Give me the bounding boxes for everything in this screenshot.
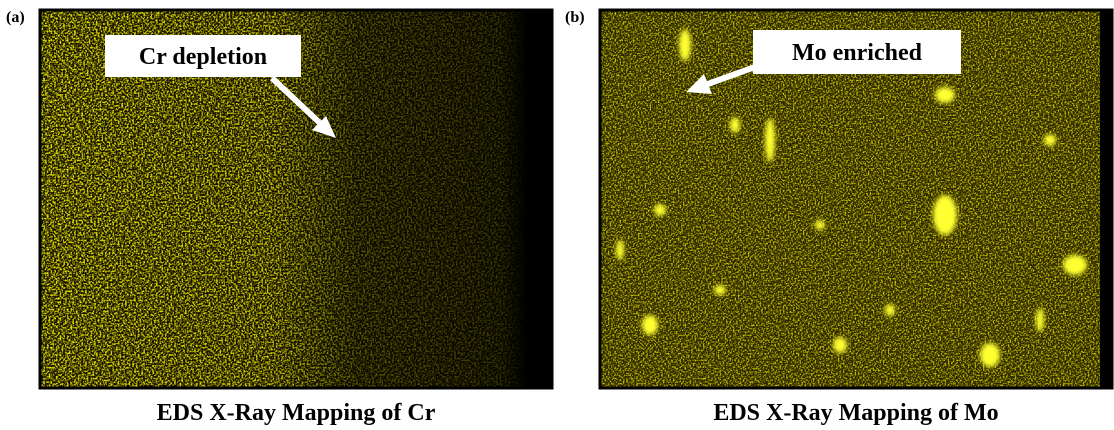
annotation-box: [105, 35, 301, 77]
edge: [1100, 10, 1112, 388]
panel-label: (b): [565, 9, 585, 26]
map-border: [598, 8, 1114, 390]
annotation-box: [753, 30, 961, 74]
annotation: Mo enriched: [792, 40, 923, 66]
annotation-arrow: [703, 55, 782, 88]
map-border: [38, 8, 554, 390]
annotation: Cr depletion: [139, 44, 267, 70]
caption: EDS X-Ray Mapping of Mo: [713, 400, 998, 426]
bright-spots: [616, 29, 1087, 367]
panel-b: Mo enriched (b) EDS X-Ray Mapping of Mo: [565, 8, 1114, 426]
arrow-head: [686, 74, 712, 94]
panel-label: (a): [6, 9, 25, 26]
caption: EDS X-Ray Mapping of Cr: [157, 400, 436, 426]
panel-a: Cr depletion (a) EDS X-Ray Mapping of Cr: [6, 8, 554, 426]
annotation-arrow: [269, 75, 325, 128]
arrow-head: [312, 116, 336, 138]
